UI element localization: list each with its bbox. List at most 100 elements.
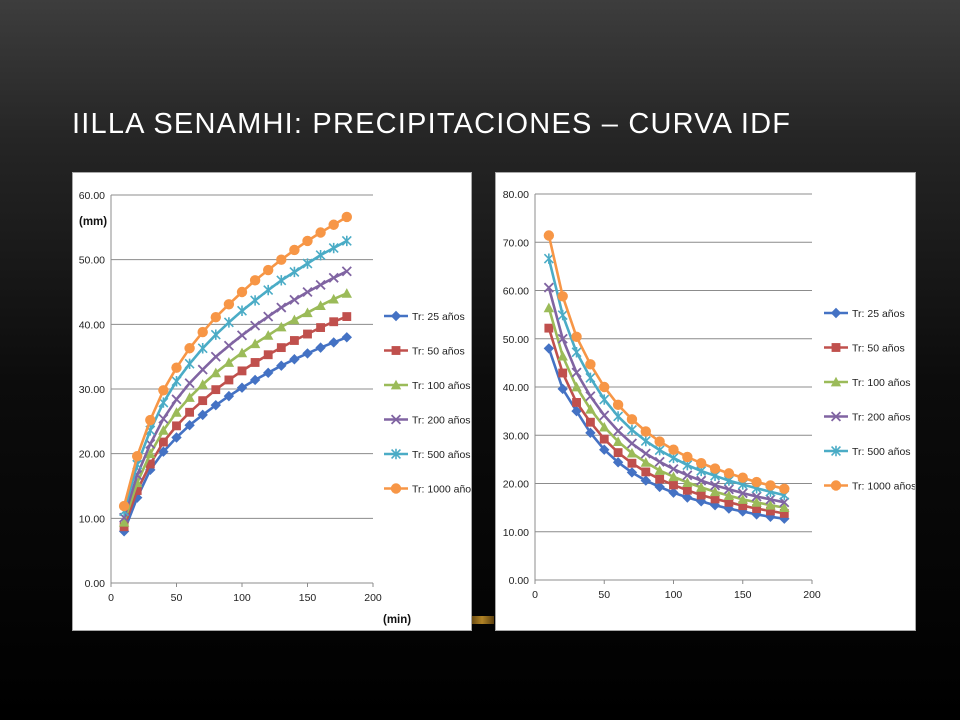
data-point: [211, 385, 221, 395]
data-point: [210, 367, 221, 378]
data-point: [544, 323, 554, 333]
data-point: [145, 448, 156, 459]
y-axis-label: (mm): [79, 216, 107, 228]
data-point: [237, 366, 247, 376]
data-point: [738, 501, 748, 511]
data-point: [249, 374, 261, 386]
chart-depth-duration: 0.00 10.00 20.00 30.00 40.00 50.00 60.00 0 50 100…: [72, 172, 472, 631]
data-point: [766, 506, 775, 516]
data-point: [696, 482, 707, 492]
data-point: [585, 403, 596, 414]
chart-intensity-duration: 0.00 10.00 20.00 30.00 40.00 50.00 60.00 70.00 8…: [495, 172, 916, 631]
series-6: [543, 230, 790, 495]
data-point: [626, 414, 638, 425]
data-point: [341, 332, 352, 343]
legend-label: Tr: 100 años: [852, 377, 911, 389]
legend-label: Tr: 25 años: [412, 311, 465, 323]
data-point: [263, 284, 274, 296]
data-point: [710, 494, 720, 504]
y-tick-label: 10.00: [79, 513, 105, 525]
series-4: [119, 266, 352, 523]
data-point: [709, 480, 721, 491]
data-point: [572, 398, 581, 407]
data-point: [210, 351, 221, 362]
data-point: [599, 444, 610, 455]
data-point: [558, 368, 568, 378]
data-point: [315, 227, 326, 238]
data-point: [737, 472, 748, 483]
series-2: [544, 323, 789, 518]
y-tick-label: 30.00: [503, 430, 529, 442]
data-point: [263, 330, 274, 340]
data-point: [557, 309, 568, 321]
series-4: [543, 282, 790, 508]
chart-depth-duration-svg: 0.00 10.00 20.00 30.00 40.00 50.00 60.00 0 50 100…: [79, 190, 471, 626]
data-point: [236, 347, 248, 358]
legend-label: Tr: 100 años: [412, 380, 471, 392]
data-point: [158, 425, 169, 435]
data-point: [543, 302, 555, 313]
data-point: [640, 435, 651, 447]
data-point: [668, 444, 679, 455]
data-point: [557, 350, 568, 361]
data-point: [682, 470, 693, 481]
data-point: [765, 500, 776, 510]
data-point: [302, 286, 313, 298]
data-point: [571, 381, 582, 392]
data-point: [171, 376, 182, 387]
data-point: [682, 451, 693, 463]
legend-marker: [830, 307, 842, 319]
data-point: [223, 317, 234, 328]
data-point: [184, 420, 195, 431]
legend-item: Tr: 25 años: [384, 310, 465, 323]
legend-label: Tr: 500 años: [412, 449, 471, 461]
legend-item: Tr: 500 años: [384, 448, 471, 461]
data-point: [640, 457, 651, 467]
data-point: [668, 471, 679, 482]
data-point: [263, 350, 273, 360]
data-point: [289, 314, 300, 325]
data-point: [315, 300, 326, 310]
y-tick-label: 40.00: [503, 382, 529, 394]
data-point: [640, 448, 651, 459]
data-point: [198, 396, 208, 406]
data-point: [249, 275, 261, 286]
data-point: [585, 359, 596, 370]
data-point: [571, 347, 582, 358]
series-line: [547, 307, 785, 509]
data-point: [263, 264, 274, 276]
data-point: [145, 414, 156, 426]
data-point: [723, 468, 735, 479]
data-point: [613, 448, 623, 458]
series-line: [122, 292, 348, 523]
y-tick-label: 20.00: [79, 449, 105, 461]
data-point: [145, 459, 155, 469]
data-point: [303, 329, 312, 339]
x-tick-label: 150: [734, 589, 752, 601]
data-point: [613, 425, 624, 436]
legend-label: Tr: 200 años: [412, 415, 471, 427]
x-tick-label: 200: [803, 589, 821, 601]
data-point: [779, 508, 789, 518]
x-axis-label: (min): [383, 614, 411, 626]
data-point: [557, 333, 568, 344]
data-point: [765, 494, 776, 505]
series-1: [118, 332, 352, 537]
data-point: [197, 364, 208, 375]
data-point: [289, 244, 300, 256]
data-point: [779, 497, 790, 508]
data-point: [626, 447, 638, 458]
x-tick-label: 200: [364, 592, 382, 604]
legend-marker: [831, 343, 841, 352]
data-point: [723, 490, 735, 500]
series-line: [547, 258, 785, 497]
data-point: [316, 323, 326, 332]
data-point: [696, 475, 707, 486]
x-tick-label: 0: [532, 589, 538, 601]
data-point: [599, 410, 610, 421]
legend-label: Tr: 1000 años: [412, 484, 471, 496]
series-line: [547, 347, 785, 520]
legend-item: Tr: 1000 años: [824, 480, 915, 493]
data-point: [184, 343, 195, 354]
y-tick-label: 50.00: [503, 334, 529, 346]
